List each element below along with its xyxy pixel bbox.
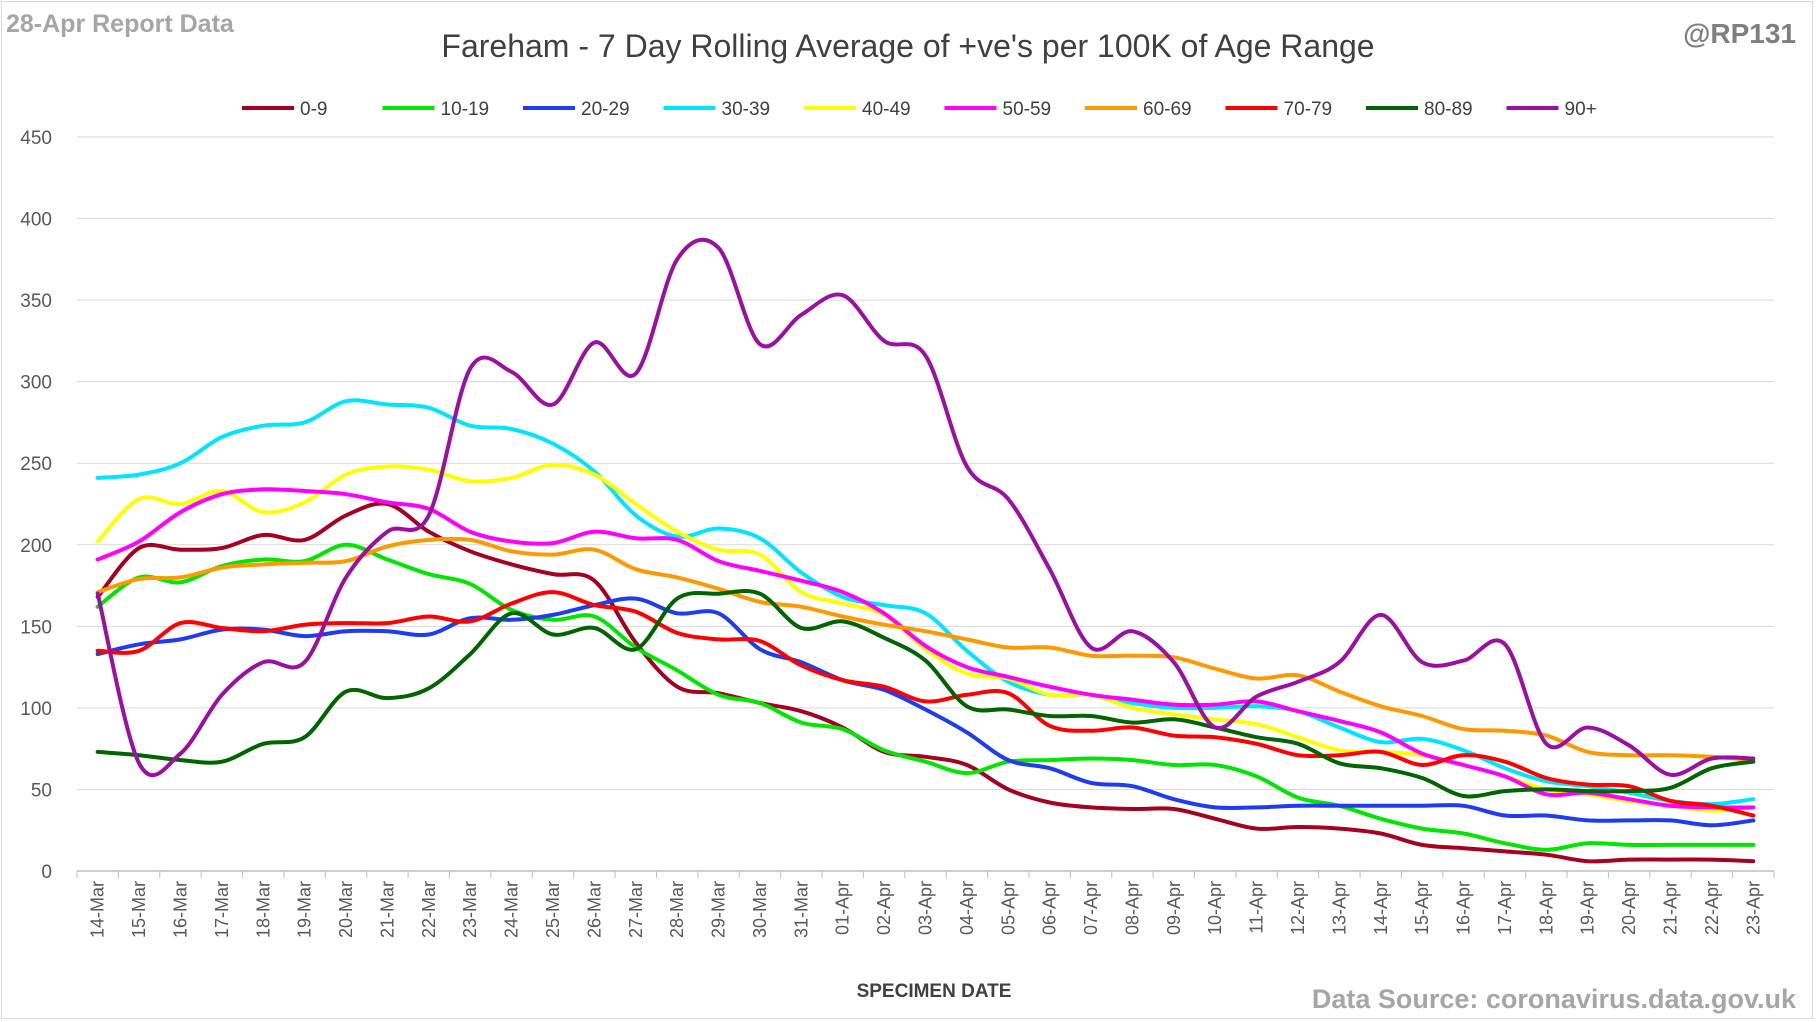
x-axis [76,870,1775,878]
x-tick-label: 03-Apr [916,881,936,935]
x-tick-label: 13-Apr [1329,881,1349,935]
y-axis-tick-labels: 0 50 100 150 200 250 300 350 400 450 [20,128,52,883]
x-tick-label: 21-Mar [377,881,397,938]
legend-label: 70-79 [1284,99,1333,120]
y-tick-label: 200 [20,536,52,557]
y-tick-label: 350 [20,291,52,312]
legend-item-90-plus: 90+ [1506,99,1597,120]
x-tick-label: 20-Apr [1619,881,1639,935]
series-line-10-19 [95,542,1756,852]
x-tick-label: 07-Apr [1081,881,1101,935]
y-tick-label: 450 [20,128,52,149]
legend-label: 50-59 [1003,99,1052,120]
x-tick-label: 18-Apr [1536,881,1556,935]
legend-label: 20-29 [581,99,630,120]
x-tick-label: 06-Apr [1040,881,1060,935]
series-line-90-plus [95,237,1756,778]
x-tick-label: 16-Apr [1454,881,1474,935]
x-tick-label: 23-Mar [460,881,480,938]
legend-item-70-79: 70-79 [1225,99,1333,120]
x-tick-label: 17-Apr [1495,881,1515,935]
x-tick-label: 22-Apr [1702,881,1722,935]
series-line-80-89 [95,588,1756,799]
y-tick-label: 50 [31,780,52,801]
y-tick-label: 250 [20,454,52,475]
x-tick-label: 24-Mar [502,881,522,938]
legend-item-20-29: 20-29 [523,99,630,120]
x-tick-label: 17-Mar [212,881,232,938]
x-tick-label: 09-Apr [1164,881,1184,935]
legend-label: 10-19 [441,99,490,120]
legend: 0-9 10-19 20-29 30-39 40-49 50-59 60-69 70-79 80… [242,99,1597,120]
x-tick-label: 25-Mar [543,881,563,938]
legend-item-50-59: 50-59 [944,99,1052,120]
legend-label: 80-89 [1424,99,1473,120]
x-axis-label: SPECIMEN DATE [857,981,1012,1002]
series-line-30-39 [95,398,1756,807]
series-line-20-29 [95,596,1756,828]
report-date-label: 28-Apr Report Data [6,10,234,38]
x-tick-label: 27-Mar [626,881,646,938]
x-tick-label: 28-Mar [667,881,687,938]
x-tick-label: 23-Apr [1743,881,1763,935]
legend-label: 40-49 [862,99,911,120]
series-line-60-69 [95,536,1756,763]
x-tick-label: 11-Apr [1247,881,1267,934]
x-tick-label: 20-Mar [336,881,356,938]
y-tick-label: 300 [20,373,52,394]
legend-item-60-69: 60-69 [1085,99,1192,120]
y-tick-label: 150 [20,617,52,638]
x-tick-label: 15-Apr [1412,881,1432,935]
author-handle: @RP131 [1683,18,1796,49]
y-tick-label: 100 [20,699,52,720]
y-tick-label: 0 [41,862,52,883]
x-tick-label: 08-Apr [1122,881,1142,935]
data-source-label: Data Source: coronavirus.data.gov.uk [1311,984,1796,1014]
x-tick-label: 14-Apr [1371,881,1391,935]
x-tick-label: 04-Apr [957,881,977,935]
x-tick-label: 29-Mar [709,881,729,938]
x-tick-label: 31-Mar [791,881,811,938]
x-tick-label: 12-Apr [1288,881,1308,935]
x-tick-label: 21-Apr [1661,881,1681,935]
x-tick-label: 01-Apr [833,881,853,935]
x-tick-label: 19-Mar [295,881,315,938]
x-tick-label: 18-Mar [253,881,273,938]
x-tick-label: 15-Mar [129,881,149,938]
x-tick-label: 10-Apr [1205,881,1225,935]
legend-item-80-89: 80-89 [1366,99,1473,120]
legend-item-0-9: 0-9 [242,99,327,120]
x-tick-label: 26-Mar [584,881,604,938]
chart-title: Fareham - 7 Day Rolling Average of +ve's… [441,28,1375,64]
legend-label: 90+ [1565,99,1597,120]
x-tick-label: 22-Mar [419,881,439,938]
series-line-0-9 [95,501,1756,864]
series-line-70-79 [95,590,1756,818]
legend-item-10-19: 10-19 [382,99,490,120]
x-tick-label: 30-Mar [750,881,770,938]
x-tick-label: 05-Apr [998,881,1018,935]
x-tick-label: 19-Apr [1578,881,1598,935]
x-tick-label: 02-Apr [874,881,894,935]
legend-label: 30-39 [722,99,771,120]
x-tick-label: 16-Mar [170,881,190,938]
series-line-50-59 [95,487,1756,810]
x-tick-label: 14-Mar [88,881,108,938]
x-axis-tick-labels: 14-Mar 15-Mar 16-Mar 17-Mar 18-Mar 19-Mar 20-M… [88,881,1764,938]
legend-item-40-49: 40-49 [804,99,911,120]
legend-label: 60-69 [1143,99,1192,120]
legend-label: 0-9 [300,99,327,120]
y-tick-label: 400 [20,210,52,231]
series-lines [95,237,1756,864]
gridlines [77,136,1774,790]
legend-item-30-39: 30-39 [663,99,771,120]
